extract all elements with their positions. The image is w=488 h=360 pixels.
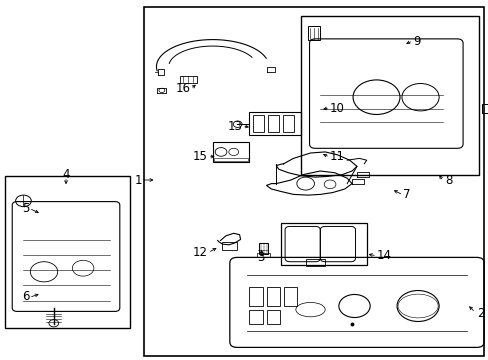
Text: 15: 15	[193, 150, 207, 163]
Bar	[257, 253, 269, 257]
Bar	[266, 287, 279, 306]
Text: 12: 12	[192, 246, 207, 258]
Bar	[259, 243, 267, 254]
Bar	[213, 158, 248, 161]
Text: 1: 1	[134, 174, 142, 186]
Bar	[249, 112, 300, 135]
Text: 10: 10	[329, 102, 344, 114]
Bar	[307, 26, 320, 40]
Text: 8: 8	[444, 174, 451, 186]
Bar	[267, 115, 278, 132]
Bar	[252, 115, 263, 132]
Bar	[5, 176, 129, 328]
Bar	[266, 310, 279, 324]
Text: 16: 16	[175, 82, 190, 95]
Bar	[283, 115, 293, 132]
Bar	[283, 287, 296, 306]
Bar	[144, 7, 483, 356]
Bar	[281, 223, 366, 265]
Bar	[249, 287, 262, 306]
Text: 13: 13	[227, 120, 242, 132]
Text: 14: 14	[376, 249, 391, 262]
Bar	[222, 242, 236, 250]
Text: 2: 2	[476, 307, 483, 320]
Text: 5: 5	[22, 202, 29, 215]
Text: 3: 3	[256, 251, 264, 264]
Bar	[249, 310, 262, 324]
Text: 11: 11	[329, 150, 345, 163]
Bar	[300, 16, 478, 175]
Bar	[212, 142, 249, 162]
Text: 9: 9	[412, 35, 420, 48]
Bar	[305, 259, 325, 266]
Text: 7: 7	[403, 188, 410, 201]
Text: 4: 4	[62, 168, 70, 181]
Text: 6: 6	[22, 291, 29, 303]
